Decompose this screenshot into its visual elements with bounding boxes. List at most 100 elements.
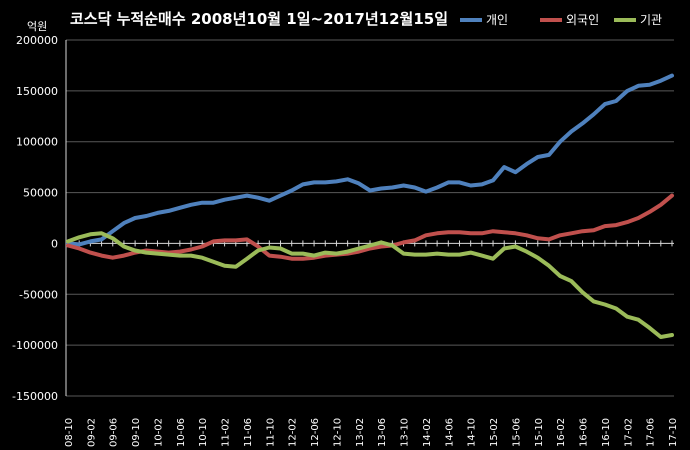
series-2-point xyxy=(323,251,327,255)
series-1-point xyxy=(413,238,417,242)
y-tick-label: 100000 xyxy=(16,136,58,149)
y-tick-label: 150000 xyxy=(16,85,58,98)
series-1-point xyxy=(569,231,573,235)
series-2-point xyxy=(502,247,506,250)
series-2-point xyxy=(625,315,629,319)
series-0-point xyxy=(424,190,428,194)
series-2-point xyxy=(547,264,551,268)
series-1-point xyxy=(256,245,260,248)
series-1-point xyxy=(491,229,495,233)
series-2-point xyxy=(558,274,562,278)
series-1-point xyxy=(670,194,674,198)
series-0-point xyxy=(491,178,495,182)
series-0-point xyxy=(525,162,529,166)
series-1-point xyxy=(636,216,640,220)
series-1-point xyxy=(536,236,540,240)
series-2-point xyxy=(491,257,495,261)
x-tick-label: 09-10 xyxy=(131,418,142,447)
y-axis: 200000 150000 100000 50000 0 -50000 -100000 -15… xyxy=(12,34,67,403)
series-2-point xyxy=(156,252,159,256)
series-2-point xyxy=(469,251,473,255)
series-1-point xyxy=(603,224,607,228)
series-0-point xyxy=(357,181,361,185)
series-0-point xyxy=(670,74,674,78)
x-tick-label: 11-02 xyxy=(221,418,232,447)
series-0-point xyxy=(592,112,596,116)
series-2-point xyxy=(312,254,316,258)
series-2-point xyxy=(256,249,260,252)
series-2-point xyxy=(267,246,271,249)
series-1-point xyxy=(100,254,104,258)
series-1-point xyxy=(245,237,249,241)
series-0-point xyxy=(312,180,316,184)
series-1-point xyxy=(301,257,305,261)
series-0-point xyxy=(469,184,473,187)
x-tick-label: 14-06 xyxy=(444,418,455,447)
x-tick-label: 12-02 xyxy=(288,418,299,447)
series-0-point xyxy=(334,179,338,183)
y-tick-label: 0 xyxy=(51,237,58,250)
series-1-point xyxy=(592,228,596,232)
series-2-point xyxy=(223,264,227,268)
y-unit-label: 억원 xyxy=(27,20,47,33)
y-tick-label: 200000 xyxy=(16,34,58,47)
series-0-point xyxy=(558,140,562,144)
series-2-point xyxy=(435,252,439,256)
series-2-point xyxy=(133,249,137,252)
series-2-point xyxy=(402,252,406,256)
y-tick-label: -100000 xyxy=(12,339,58,352)
x-tick-label: 08-10 xyxy=(64,418,75,447)
series-1-point xyxy=(200,245,204,248)
x-tick-label: 13-10 xyxy=(400,418,411,447)
series-0-point xyxy=(279,194,282,198)
series-2-point xyxy=(290,252,294,256)
series-2-point xyxy=(122,245,126,248)
x-tick-label: 09-06 xyxy=(109,418,120,447)
x-tick-label: 13-06 xyxy=(377,418,388,447)
series-2-point xyxy=(614,307,618,310)
series-0-point xyxy=(536,155,540,159)
series-0-point xyxy=(547,153,551,157)
series-1-point xyxy=(648,210,652,214)
series-0-point xyxy=(245,194,249,198)
series-2-point xyxy=(603,303,607,306)
x-tick-label: 17-10 xyxy=(668,418,679,447)
series-1-point xyxy=(458,230,461,234)
series-0-point xyxy=(256,196,260,200)
series-1-point xyxy=(558,233,562,237)
series-2-point xyxy=(670,333,674,337)
series-0-point xyxy=(413,186,417,189)
series-2-point xyxy=(636,318,640,322)
series-1-point xyxy=(659,203,663,207)
series-1-point xyxy=(435,231,439,235)
series-2-point xyxy=(100,231,104,235)
x-tick-label: 14-02 xyxy=(422,418,433,447)
series-0-point xyxy=(211,201,215,205)
x-tick-label: 10-02 xyxy=(153,418,164,447)
x-axis: 08-10 09-02 09-06 09-10 10-02 10-06 10-10 11-02… xyxy=(64,240,679,447)
series-1-point xyxy=(513,231,517,235)
series-1-point xyxy=(357,250,361,254)
series-0-point xyxy=(122,221,126,225)
x-tick-label: 11-06 xyxy=(243,418,254,447)
series-1-point xyxy=(290,257,294,261)
series-0-point xyxy=(446,180,450,184)
series-1-point xyxy=(111,256,115,260)
series-0-point xyxy=(88,239,92,243)
series-2-point xyxy=(513,245,517,248)
series-2-point xyxy=(77,235,81,239)
x-tick-label: 13-02 xyxy=(355,418,366,447)
x-tick-label: 14-10 xyxy=(467,418,478,447)
series-2-point xyxy=(659,335,663,339)
y-tick-label: 50000 xyxy=(23,187,58,200)
series-0-point xyxy=(659,79,663,83)
series-0-point xyxy=(178,206,182,210)
series-0-point xyxy=(77,242,81,246)
series-0-point xyxy=(458,180,461,184)
series-2-point xyxy=(357,247,361,250)
series-2-point xyxy=(144,251,148,255)
series-1-point xyxy=(234,238,238,242)
legend-label: 개인 xyxy=(486,13,508,27)
series-0-point xyxy=(156,211,159,215)
series-1-point xyxy=(402,240,406,244)
